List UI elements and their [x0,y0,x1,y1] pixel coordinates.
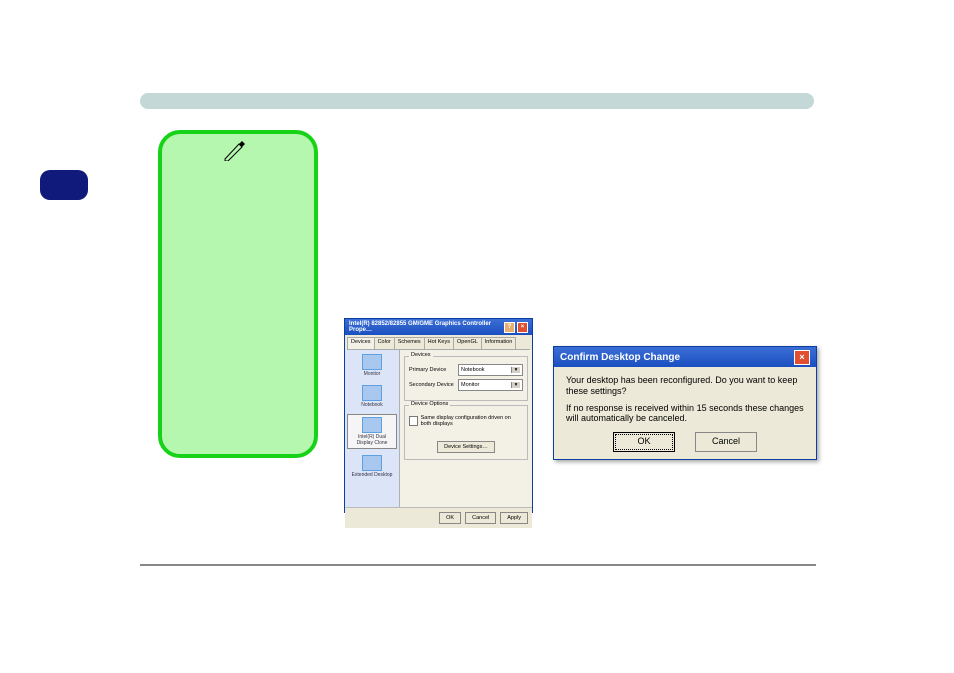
primary-device-select[interactable]: Notebook ▾ [458,364,523,376]
notebook-icon [362,385,382,401]
footer-divider [140,564,816,566]
dialog1-main-panel: Devices Primary Device Notebook ▾ Second… [400,350,532,507]
dual-display-icon [362,417,382,433]
close-icon[interactable]: × [794,350,810,365]
primary-device-label: Primary Device [409,367,454,373]
tab-devices[interactable]: Devices [347,337,375,349]
apply-button[interactable]: Apply [500,512,528,524]
same-config-checkbox[interactable]: Same display configuration driven on bot… [409,415,523,427]
tab-information[interactable]: Information [481,337,517,349]
checkbox-box [409,416,418,426]
dialog2-body: Your desktop has been reconfigured. Do y… [554,367,816,452]
graphics-properties-dialog: Intel(R) 82852/82855 GM/GME Graphics Con… [344,318,533,513]
device-settings-button[interactable]: Device Settings… [437,441,495,453]
sidebar-item-notebook[interactable]: Notebook [347,383,397,410]
ok-button[interactable]: OK [613,432,675,452]
secondary-device-select[interactable]: Monitor ▾ [458,379,523,391]
confirm-message-line2: If no response is received within 15 sec… [566,403,804,425]
tab-hotkeys[interactable]: Hot Keys [424,337,454,349]
devices-group-title: Devices [409,352,433,358]
sidebar-item-dualclone[interactable]: Intel(R) Dual Display Clone [347,414,397,449]
secondary-device-value: Monitor [461,382,479,388]
cancel-button[interactable]: Cancel [465,512,496,524]
sidebar-item-monitor[interactable]: Monitor [347,352,397,379]
ok-button[interactable]: OK [439,512,461,524]
confirm-message-line1: Your desktop has been reconfigured. Do y… [566,375,804,397]
secondary-device-label: Secondary Device [409,382,454,388]
devices-group: Devices Primary Device Notebook ▾ Second… [404,356,528,401]
chevron-down-icon: ▾ [511,367,520,373]
sidebar-label-extended: Extended Desktop [349,472,395,478]
device-options-title: Device Options [409,401,450,407]
header-divider [140,93,814,109]
monitor-icon [362,354,382,370]
tab-schemes[interactable]: Schemes [394,337,425,349]
dialog2-titlebar[interactable]: Confirm Desktop Change × [554,347,816,367]
cancel-button[interactable]: Cancel [695,432,757,452]
chevron-down-icon: ▾ [511,382,520,388]
same-config-label: Same display configuration driven on bot… [421,415,523,427]
sidebar-label-monitor: Monitor [349,371,395,377]
tab-opengl[interactable]: OpenGL [453,337,482,349]
dialog1-title-text: Intel(R) 82852/82855 GM/GME Graphics Con… [349,321,504,333]
tab-bar: Devices Color Schemes Hot Keys OpenGL In… [347,337,530,350]
chapter-badge [40,170,88,200]
extended-desktop-icon [362,455,382,471]
device-sidebar: Monitor Notebook Intel(R) Dual Display C… [345,350,400,507]
primary-device-value: Notebook [461,367,485,373]
dialog1-footer: OK Cancel Apply [345,507,532,528]
dialog1-titlebar[interactable]: Intel(R) 82852/82855 GM/GME Graphics Con… [345,319,532,335]
sidebar-item-extended[interactable]: Extended Desktop [347,453,397,480]
close-icon[interactable]: × [517,322,528,333]
help-icon[interactable]: ? [504,322,515,333]
sidebar-label-notebook: Notebook [349,402,395,408]
tab-color[interactable]: Color [374,337,395,349]
note-callout [158,130,318,458]
dialog2-title-text: Confirm Desktop Change [560,352,680,363]
sidebar-label-dualclone: Intel(R) Dual Display Clone [350,434,394,446]
confirm-desktop-change-dialog: Confirm Desktop Change × Your desktop ha… [553,346,817,460]
device-options-group: Device Options Same display configuratio… [404,405,528,460]
pen-icon [223,141,247,161]
